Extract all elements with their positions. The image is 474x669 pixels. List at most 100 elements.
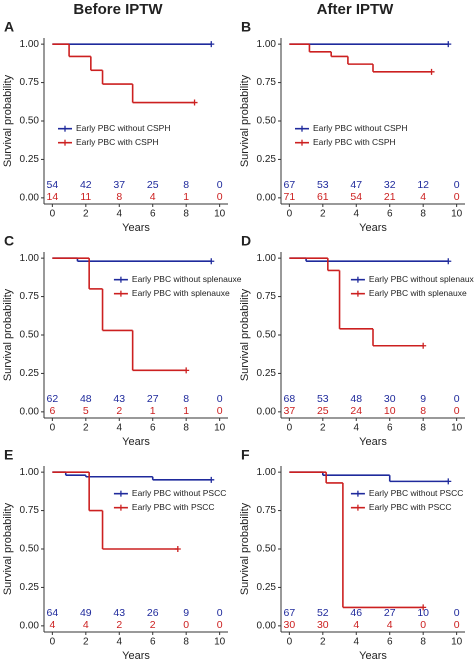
- at-risk-count: 54: [350, 191, 362, 203]
- y-tick-label: 1.00: [20, 253, 40, 264]
- y-tick-label: 0.25: [20, 582, 40, 593]
- at-risk-count: 67: [284, 607, 296, 619]
- x-tick-label: 8: [183, 637, 189, 648]
- y-axis-label: Survival probability: [2, 502, 14, 595]
- x-tick-label: 2: [83, 209, 89, 220]
- at-risk-count: 14: [47, 191, 59, 203]
- x-tick-label: 6: [387, 209, 393, 220]
- y-tick-label: 0.25: [20, 368, 40, 379]
- x-tick-label: 10: [214, 423, 226, 434]
- at-risk-count: 68: [284, 393, 296, 405]
- at-risk-count: 43: [113, 393, 125, 405]
- at-risk-count: 62: [47, 393, 59, 405]
- at-risk-count: 48: [80, 393, 92, 405]
- y-tick-label: 0.25: [257, 368, 277, 379]
- at-risk-count: 0: [454, 179, 460, 191]
- at-risk-count: 2: [116, 619, 122, 631]
- at-risk-count: 1: [183, 405, 189, 417]
- y-tick-label: 1.00: [20, 39, 40, 50]
- at-risk-count: 53: [317, 179, 329, 191]
- y-tick-label: 1.00: [257, 39, 277, 50]
- x-tick-label: 2: [320, 209, 326, 220]
- legend-label: Early PBC without PSCC: [369, 488, 463, 498]
- at-risk-count: 5: [83, 405, 89, 417]
- censor-mark: [445, 478, 452, 485]
- x-tick-label: 10: [214, 637, 226, 648]
- x-tick-label: 0: [287, 423, 293, 434]
- at-risk-count: 0: [217, 191, 223, 203]
- at-risk-count: 4: [353, 619, 359, 631]
- at-risk-count: 4: [420, 191, 426, 203]
- legend-label: Early PBC without PSCC: [132, 488, 226, 498]
- legend-label: Early PBC with splenauxe: [369, 288, 467, 298]
- legend-label: Early PBC with splenauxe: [132, 288, 230, 298]
- at-risk-count: 1: [183, 191, 189, 203]
- at-risk-count: 25: [317, 405, 329, 417]
- y-tick-label: 0.00: [257, 192, 277, 203]
- x-tick-label: 6: [150, 423, 156, 434]
- x-tick-label: 0: [50, 423, 56, 434]
- x-tick-label: 4: [353, 209, 359, 220]
- panel-label: A: [4, 19, 14, 35]
- censor-mark: [445, 258, 452, 265]
- x-tick-label: 6: [150, 209, 156, 220]
- at-risk-count: 8: [116, 191, 122, 203]
- x-tick-label: 2: [83, 423, 89, 434]
- at-risk-count: 4: [387, 619, 393, 631]
- x-tick-label: 8: [420, 209, 426, 220]
- at-risk-count: 26: [147, 607, 159, 619]
- censor-mark: [208, 258, 215, 265]
- x-tick-label: 6: [387, 637, 393, 648]
- at-risk-count: 27: [147, 393, 159, 405]
- at-risk-count: 9: [183, 607, 189, 619]
- censor-mark: [420, 342, 427, 349]
- y-tick-label: 0.00: [20, 192, 40, 203]
- at-risk-count: 54: [47, 179, 59, 191]
- y-tick-label: 1.00: [20, 467, 40, 478]
- at-risk-count: 53: [317, 393, 329, 405]
- at-risk-count: 9: [420, 393, 426, 405]
- at-risk-count: 46: [350, 607, 362, 619]
- at-risk-count: 21: [384, 191, 396, 203]
- at-risk-count: 37: [113, 179, 125, 191]
- at-risk-count: 2: [150, 619, 156, 631]
- at-risk-count: 37: [284, 405, 296, 417]
- x-tick-label: 2: [83, 637, 89, 648]
- at-risk-count: 11: [80, 191, 91, 203]
- at-risk-count: 0: [183, 619, 189, 631]
- at-risk-count: 49: [80, 607, 92, 619]
- y-tick-label: 1.00: [257, 467, 277, 478]
- x-tick-label: 8: [420, 637, 426, 648]
- at-risk-count: 0: [217, 393, 223, 405]
- y-axis-label: Survival probability: [239, 74, 251, 167]
- x-tick-label: 2: [320, 637, 326, 648]
- at-risk-count: 8: [183, 179, 189, 191]
- at-risk-count: 10: [384, 405, 396, 417]
- at-risk-count: 48: [350, 393, 362, 405]
- at-risk-count: 52: [317, 607, 329, 619]
- x-tick-label: 0: [50, 209, 56, 220]
- at-risk-count: 8: [183, 393, 189, 405]
- x-tick-label: 8: [183, 209, 189, 220]
- y-tick-label: 0.75: [20, 505, 40, 516]
- y-tick-label: 0.00: [257, 620, 277, 631]
- x-tick-label: 0: [287, 637, 293, 648]
- panel-label: B: [241, 19, 251, 35]
- at-risk-count: 0: [420, 619, 426, 631]
- y-tick-label: 0.25: [257, 154, 277, 165]
- legend-label: Early PBC with CSPH: [76, 137, 159, 147]
- at-risk-count: 47: [350, 179, 362, 191]
- x-tick-label: 4: [116, 637, 122, 648]
- y-tick-label: 0.50: [20, 116, 40, 127]
- panel-label: D: [241, 233, 251, 249]
- y-tick-label: 0.75: [20, 77, 40, 88]
- at-risk-count: 0: [454, 191, 460, 203]
- at-risk-count: 4: [49, 619, 55, 631]
- at-risk-count: 0: [217, 179, 223, 191]
- y-tick-label: 0.00: [20, 620, 40, 631]
- x-tick-label: 4: [116, 423, 122, 434]
- y-tick-label: 0.50: [20, 330, 40, 341]
- y-tick-label: 0.75: [257, 505, 277, 516]
- at-risk-count: 0: [454, 405, 460, 417]
